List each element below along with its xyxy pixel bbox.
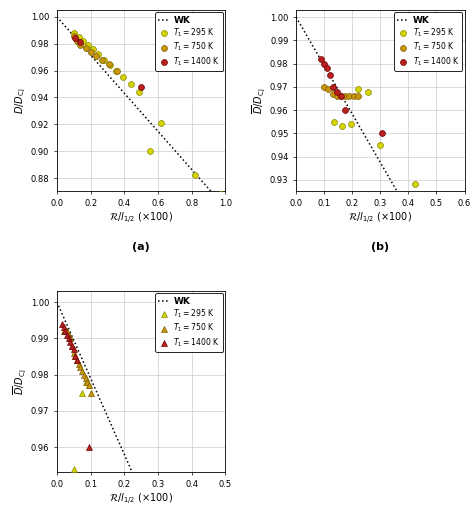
$T_1 = 1400$ K: [378, 129, 385, 137]
$T_1 = 750$ K: [83, 378, 91, 386]
$T_1 = 295$ K: [347, 120, 355, 128]
$T_1 = 1400$ K: [329, 83, 337, 91]
$T_1 = 750$ K: [92, 52, 100, 60]
$T_1 = 750$ K: [68, 341, 76, 350]
$T_1 = 750$ K: [333, 92, 341, 100]
$T_1 = 750$ K: [113, 67, 120, 75]
$T_1 = 750$ K: [350, 92, 357, 100]
$T_1 = 750$ K: [105, 60, 113, 68]
Y-axis label: $\overline{D}/D_{\mathrm{CJ}}$: $\overline{D}/D_{\mathrm{CJ}}$: [11, 369, 28, 395]
$T_1 = 1400$ K: [323, 64, 331, 72]
$T_1 = 1400$ K: [68, 341, 76, 350]
$T_1 = 295$ K: [106, 61, 114, 69]
$T_1 = 295$ K: [354, 85, 362, 93]
$T_1 = 750$ K: [77, 41, 84, 49]
$T_1 = 750$ K: [70, 31, 78, 40]
Y-axis label: $D/D_{\mathrm{CJ}}$: $D/D_{\mathrm{CJ}}$: [13, 88, 28, 114]
$T_1 = 295$ K: [119, 73, 127, 81]
$T_1 = 750$ K: [80, 370, 88, 378]
$T_1 = 750$ K: [66, 334, 74, 342]
$T_1 = 750$ K: [99, 56, 106, 64]
$T_1 = 750$ K: [77, 363, 84, 371]
$T_1 = 1400$ K: [326, 71, 334, 79]
$T_1 = 295$ K: [89, 45, 97, 53]
Legend: WK, $T_1 = 295$ K, $T_1 = 750$ K, $T_1 = 1400$ K: WK, $T_1 = 295$ K, $T_1 = 750$ K, $T_1 =…: [394, 13, 462, 71]
Y-axis label: $\overline{D}/D_{\mathrm{CJ}}$: $\overline{D}/D_{\mathrm{CJ}}$: [250, 88, 267, 114]
$T_1 = 1400$ K: [66, 338, 74, 346]
$T_1 = 1400$ K: [137, 83, 145, 91]
$T_1 = 1400$ K: [341, 106, 349, 114]
$T_1 = 295$ K: [112, 67, 119, 75]
$T_1 = 1400$ K: [70, 345, 78, 353]
$T_1 = 295$ K: [136, 88, 143, 96]
$T_1 = 295$ K: [75, 33, 82, 41]
$T_1 = 750$ K: [62, 327, 69, 335]
$T_1 = 750$ K: [60, 327, 67, 335]
$T_1 = 1400$ K: [337, 92, 345, 100]
$T_1 = 295$ K: [82, 378, 89, 386]
$T_1 = 750$ K: [329, 90, 337, 98]
$T_1 = 750$ K: [78, 367, 86, 375]
$T_1 = 750$ K: [337, 92, 345, 100]
$T_1 = 750$ K: [87, 48, 94, 56]
$T_1 = 295$ K: [364, 87, 372, 96]
$T_1 = 750$ K: [70, 348, 78, 357]
X-axis label: $\mathcal{R}/l_{1/2}$ ($\times 100$): $\mathcal{R}/l_{1/2}$ ($\times 100$): [348, 211, 412, 226]
$T_1 = 1400$ K: [73, 356, 81, 364]
$T_1 = 1400$ K: [72, 353, 79, 361]
X-axis label: $\mathcal{R}/l_{1/2}$ ($\times 100$): $\mathcal{R}/l_{1/2}$ ($\times 100$): [109, 492, 173, 507]
$T_1 = 1400$ K: [63, 331, 71, 339]
$T_1 = 1400$ K: [333, 87, 341, 96]
Legend: WK, $T_1 = 295$ K, $T_1 = 750$ K, $T_1 = 1400$ K: WK, $T_1 = 295$ K, $T_1 = 750$ K, $T_1 =…: [155, 294, 223, 352]
$T_1 = 295$ K: [330, 118, 338, 126]
$T_1 = 295$ K: [79, 37, 87, 45]
$T_1 = 750$ K: [346, 92, 353, 100]
$T_1 = 750$ K: [73, 37, 81, 45]
$T_1 = 1400$ K: [58, 320, 66, 328]
Text: (a): (a): [132, 242, 150, 252]
$T_1 = 750$ K: [320, 83, 328, 91]
$T_1 = 750$ K: [65, 331, 73, 339]
$T_1 = 1400$ K: [76, 38, 83, 46]
$T_1 = 295$ K: [411, 180, 419, 188]
$T_1 = 1400$ K: [85, 443, 93, 451]
$T_1 = 1400$ K: [318, 55, 325, 63]
$T_1 = 295$ K: [376, 141, 384, 149]
$T_1 = 295$ K: [84, 41, 92, 49]
$T_1 = 1400$ K: [72, 35, 79, 43]
$T_1 = 295$ K: [94, 50, 102, 58]
$T_1 = 295$ K: [70, 29, 78, 37]
$T_1 = 750$ K: [87, 389, 94, 397]
$T_1 = 1400$ K: [320, 59, 328, 68]
$T_1 = 750$ K: [341, 92, 349, 100]
$T_1 = 750$ K: [75, 360, 82, 368]
$T_1 = 295$ K: [146, 147, 153, 155]
$T_1 = 750$ K: [354, 92, 362, 100]
$T_1 = 1400$ K: [60, 324, 67, 332]
$T_1 = 750$ K: [63, 327, 71, 335]
$T_1 = 750$ K: [72, 353, 79, 361]
$T_1 = 295$ K: [100, 56, 108, 64]
Legend: WK, $T_1 = 295$ K, $T_1 = 750$ K, $T_1 = 1400$ K: WK, $T_1 = 295$ K, $T_1 = 750$ K, $T_1 =…: [155, 13, 223, 71]
$T_1 = 750$ K: [82, 374, 89, 382]
$T_1 = 295$ K: [217, 190, 225, 198]
$T_1 = 295$ K: [70, 465, 78, 473]
$T_1 = 750$ K: [325, 85, 332, 93]
$T_1 = 1400$ K: [65, 334, 73, 342]
$T_1 = 295$ K: [127, 80, 135, 88]
$T_1 = 295$ K: [85, 382, 93, 390]
$T_1 = 750$ K: [73, 356, 81, 364]
$T_1 = 295$ K: [157, 119, 165, 127]
Text: (b): (b): [371, 242, 389, 252]
$T_1 = 295$ K: [191, 171, 199, 179]
X-axis label: $\mathcal{R}/l_{1/2}$ ($\times 100$): $\mathcal{R}/l_{1/2}$ ($\times 100$): [109, 211, 173, 226]
$T_1 = 1400$ K: [62, 327, 69, 335]
$T_1 = 295$ K: [338, 122, 346, 131]
$T_1 = 295$ K: [78, 389, 86, 397]
$T_1 = 750$ K: [85, 382, 93, 390]
$T_1 = 750$ K: [82, 44, 89, 52]
